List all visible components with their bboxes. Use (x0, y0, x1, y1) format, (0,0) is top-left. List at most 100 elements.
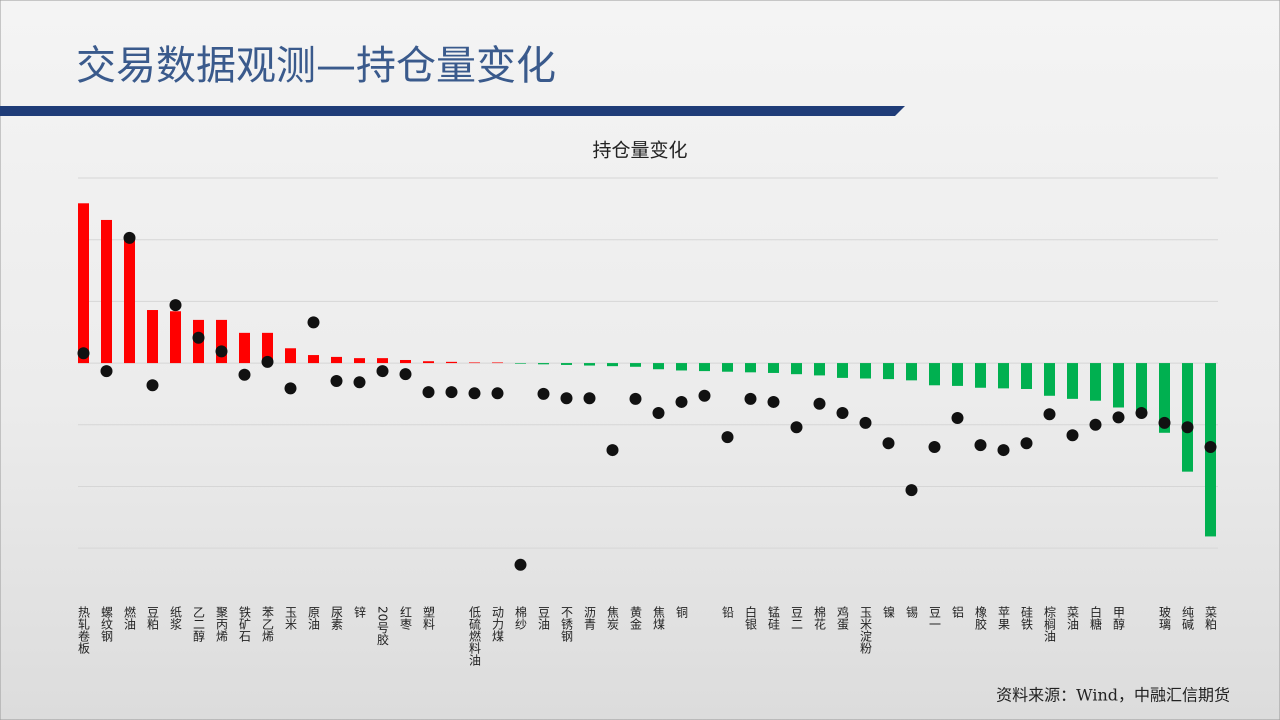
x-tick-label: 豆粕 (146, 606, 160, 630)
dot (997, 444, 1010, 457)
dot (813, 397, 826, 410)
x-tick-label: 热轧卷板 (77, 606, 91, 655)
dot (468, 387, 481, 400)
dot (974, 439, 987, 452)
bar (377, 358, 388, 364)
x-tick-label: 红枣 (399, 605, 413, 631)
dot (192, 331, 205, 344)
bar (998, 363, 1009, 389)
bar (1067, 363, 1078, 399)
bar (1021, 363, 1032, 389)
x-tick-label: 聚丙烯 (215, 606, 229, 642)
bar (492, 362, 503, 364)
bar (538, 363, 549, 365)
bar (1136, 363, 1147, 413)
x-tick-label: 菜粕 (1204, 606, 1218, 630)
x-tick-label: 动力煤 (491, 606, 505, 642)
slide-title: 交易数据观测—持仓量变化 (76, 43, 556, 89)
bar (791, 363, 802, 375)
x-tick-label: 棉纱 (514, 606, 528, 630)
bar (952, 363, 963, 386)
dot (721, 431, 734, 444)
x-tick-label: 豆一 (928, 606, 942, 630)
bar (561, 363, 572, 365)
x-tick-label: 原油 (307, 606, 321, 630)
dot (859, 416, 872, 429)
dot (1043, 408, 1056, 421)
x-tick-label: 20号胶 (376, 606, 390, 646)
bar (400, 359, 411, 364)
bar (446, 361, 457, 364)
bar (768, 363, 779, 373)
bar (630, 363, 641, 367)
bar (607, 363, 618, 367)
x-tick-label: 尿素 (330, 606, 344, 630)
bar (78, 203, 89, 364)
bar (423, 361, 434, 364)
x-tick-label: 乙二醇 (192, 606, 206, 642)
bar (745, 363, 756, 373)
x-tick-label: 铁矿石 (238, 606, 252, 642)
bar (699, 363, 710, 372)
dot (422, 386, 435, 399)
dot (790, 421, 803, 434)
x-tick-label: 橡胶 (974, 606, 988, 631)
bar (1113, 363, 1124, 408)
x-tick-label: 黄金 (629, 606, 643, 630)
x-tick-label: 鸡蛋 (836, 605, 850, 631)
source-note: 资料来源：Wind，中融汇信期货 (996, 686, 1230, 705)
dot (376, 365, 389, 378)
dot (1204, 440, 1217, 453)
x-tick-label: 白糖 (1089, 605, 1103, 631)
bar (124, 239, 135, 364)
x-tick-label: 白银 (744, 605, 758, 630)
dot (284, 382, 297, 395)
x-tick-label: 菜油 (1066, 606, 1080, 630)
bar (1182, 363, 1193, 472)
dot (491, 387, 504, 400)
dot (652, 407, 665, 420)
x-tick-label: 苹果 (997, 606, 1011, 630)
x-tick-label: 锡 (905, 605, 919, 619)
dot (307, 316, 320, 329)
dot (1020, 437, 1033, 450)
x-tick-label: 锰硅 (767, 605, 781, 630)
bar (814, 363, 825, 376)
dot (767, 395, 780, 408)
bar (285, 348, 296, 364)
bar (837, 363, 848, 378)
dot (399, 368, 412, 381)
x-tick-label: 沥青 (583, 606, 597, 631)
dot (629, 392, 642, 405)
x-tick-label: 棕榈油 (1043, 605, 1057, 642)
x-tick-label: 甲醇 (1112, 606, 1126, 630)
dot (100, 365, 113, 378)
bar (1044, 363, 1055, 396)
x-tick-label: 铅 (721, 606, 735, 618)
dot (836, 407, 849, 420)
x-tick-label: 燃油 (123, 605, 137, 630)
bar (929, 363, 940, 386)
dot (353, 376, 366, 389)
bar (239, 332, 250, 364)
x-tick-label: 苯乙烯 (261, 606, 275, 642)
dot (951, 411, 964, 424)
dot (698, 389, 711, 402)
dot (1089, 418, 1102, 431)
dot (514, 558, 527, 571)
dot (1181, 421, 1194, 434)
bar (722, 363, 733, 372)
x-tick-label: 不锈钢 (560, 606, 574, 642)
x-tick-label: 低硫燃料油 (468, 606, 482, 666)
x-tick-label: 锌 (353, 606, 367, 618)
dot (675, 395, 688, 408)
dot (330, 374, 343, 387)
dot (169, 299, 182, 312)
dot (1158, 416, 1171, 429)
dot (744, 392, 757, 405)
bar (653, 363, 664, 370)
x-tick-label: 玻璃 (1158, 606, 1172, 631)
x-tick-label: 焦煤 (652, 606, 666, 630)
x-tick-label: 硅铁 (1020, 606, 1034, 630)
